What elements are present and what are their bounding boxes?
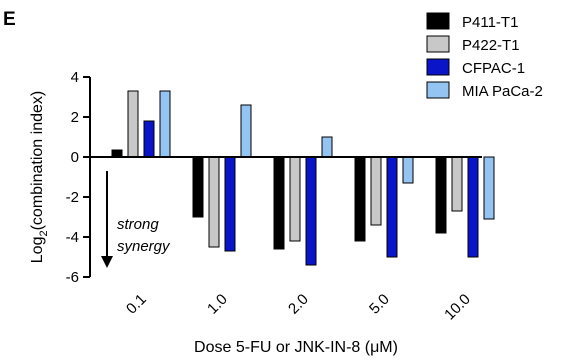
bar-p422-t1-1-0 bbox=[208, 156, 220, 248]
y-tick-label: 2 bbox=[71, 109, 79, 126]
bar-p422-t1-0-1 bbox=[127, 90, 139, 158]
legend-swatch bbox=[426, 12, 450, 30]
y-tick-label: 4 bbox=[71, 69, 79, 86]
y-title-main: Log bbox=[29, 237, 46, 264]
y-title-rest: (combination index) bbox=[29, 91, 46, 231]
bar-cfpac-1-0-1 bbox=[143, 120, 155, 158]
legend-swatch bbox=[426, 35, 450, 53]
bar-mia-paca-2-10-0 bbox=[483, 156, 495, 220]
bar-p411-t1-10-0 bbox=[435, 156, 447, 234]
bar-p422-t1-10-0 bbox=[451, 156, 463, 212]
synergy-arrow-head bbox=[101, 256, 113, 268]
x-axis-title: Dose 5-FU or JNK-IN-8 (μM) bbox=[194, 339, 398, 356]
synergy-annotation: strong synergy bbox=[101, 171, 171, 268]
bar-cfpac-1-1-0 bbox=[224, 156, 236, 252]
legend-swatch bbox=[426, 81, 450, 99]
bar-mia-paca-2-1-0 bbox=[240, 104, 252, 158]
legend-swatch bbox=[426, 58, 450, 76]
legend-label: P422-T1 bbox=[462, 37, 520, 54]
annotation-line-2: synergy bbox=[117, 238, 171, 255]
y-tick-label: -2 bbox=[66, 189, 79, 206]
bar-cfpac-1-10-0 bbox=[467, 156, 479, 258]
y-tick-label: -6 bbox=[66, 269, 79, 286]
bar-p422-t1-5-0 bbox=[370, 156, 382, 226]
bar-p411-t1-1-0 bbox=[192, 156, 204, 218]
bar-cfpac-1-2-0 bbox=[305, 156, 317, 266]
bar-mia-paca-2-2-0 bbox=[321, 136, 333, 158]
panel-label: E bbox=[3, 9, 16, 30]
bar-cfpac-1-5-0 bbox=[386, 156, 398, 258]
legend-label: MIA PaCa-2 bbox=[462, 83, 543, 100]
bar-p411-t1-2-0 bbox=[273, 156, 285, 250]
legend: P411-T1 P422-T1 CFPAC-1 MIA PaCa-2 bbox=[426, 12, 543, 100]
x-tick-label: 2.0 bbox=[285, 291, 312, 318]
bars bbox=[111, 90, 495, 266]
x-tick-label: 5.0 bbox=[366, 291, 393, 318]
y-tick-label: 0 bbox=[71, 149, 79, 166]
x-tick-label: 0.1 bbox=[123, 291, 150, 318]
legend-label: P411-T1 bbox=[462, 14, 518, 31]
x-tick-label: 1.0 bbox=[204, 291, 231, 318]
annotation-line-1: strong bbox=[117, 216, 159, 233]
legend-label: CFPAC-1 bbox=[462, 60, 525, 77]
bar-mia-paca-2-0-1 bbox=[159, 90, 171, 158]
y-axis: 4 2 0 -2 -4 -6 bbox=[66, 69, 91, 286]
y-tick-label: -4 bbox=[66, 229, 79, 246]
y-title-sub: 2 bbox=[38, 230, 50, 236]
bar-p422-t1-2-0 bbox=[289, 156, 301, 242]
bar-p411-t1-5-0 bbox=[354, 156, 366, 242]
bar-p411-t1-0-1 bbox=[111, 149, 123, 158]
bar-mia-paca-2-5-0 bbox=[402, 156, 414, 184]
x-axis: 0.1 1.0 2.0 5.0 10.0 bbox=[123, 291, 474, 324]
y-axis-title: Log2(combination index) bbox=[29, 91, 50, 263]
x-tick-label: 10.0 bbox=[441, 291, 474, 324]
